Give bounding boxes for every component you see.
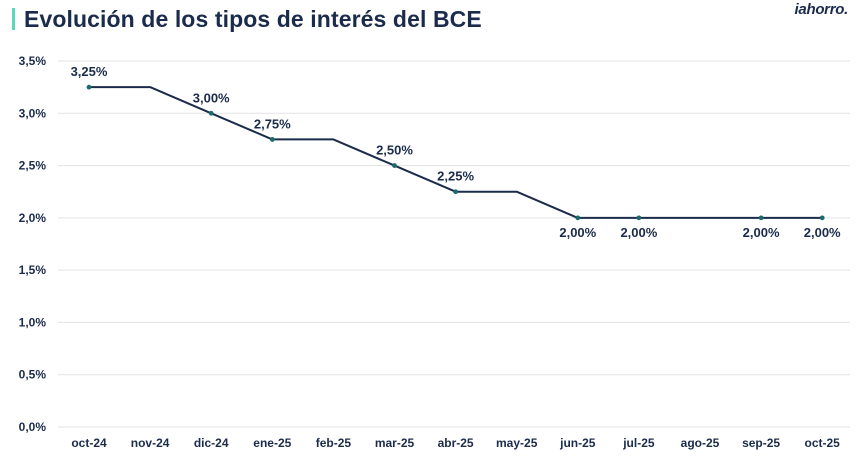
series-line: [89, 86, 823, 219]
data-point: [86, 84, 92, 90]
data-point: [208, 110, 214, 116]
x-tick-label: nov-24: [131, 436, 170, 450]
data-point: [758, 215, 764, 221]
y-axis-ticks: 0,0% 0,5% 1,0% 1,5% 2,0% 2,5% 3,0% 3,5%: [19, 54, 47, 434]
y-tick-label: 0,0%: [19, 420, 47, 434]
y-tick-label: 3,5%: [19, 54, 47, 68]
x-tick-label: jun-25: [559, 436, 596, 450]
title-accent-bar: [12, 8, 15, 30]
y-tick-label: 3,0%: [19, 106, 47, 120]
y-tick-label: 0,5%: [19, 368, 47, 382]
data-point: [269, 137, 275, 142]
x-tick-label: abr-25: [438, 436, 474, 450]
chart-header: Evolución de los tipos de interés del BC…: [12, 4, 482, 34]
brand-logo: iahorro.: [794, 1, 849, 18]
x-tick-label: oct-24: [71, 436, 107, 450]
x-axis-ticks: oct-24 nov-24 dic-24 ene-25 feb-25 mar-25 abr-…: [71, 436, 840, 450]
data-label: 2,00%: [559, 225, 596, 240]
x-tick-label: feb-25: [316, 436, 352, 450]
y-tick-label: 2,5%: [19, 159, 47, 173]
data-labels: 3,25% 3,00% 2,75% 2,50% 2,25% 2,00% 2,00% 2,00%…: [71, 64, 842, 240]
x-tick-label: oct-25: [805, 436, 841, 450]
x-tick-label: sep-25: [742, 436, 780, 450]
x-tick-label: jul-25: [622, 436, 655, 450]
data-label: 2,00%: [743, 225, 780, 240]
data-label: 2,00%: [620, 225, 657, 240]
y-tick-label: 2,0%: [19, 211, 47, 225]
data-point: [453, 189, 458, 195]
x-tick-label: ago-25: [681, 436, 720, 450]
y-tick-label: 1,5%: [19, 263, 47, 277]
data-point: [575, 215, 581, 221]
gridlines: [58, 60, 850, 428]
data-label: 2,50%: [376, 143, 413, 158]
x-tick-label: mar-25: [375, 436, 415, 450]
x-tick-label: may-25: [496, 436, 538, 450]
data-label: 2,25%: [437, 169, 474, 184]
data-label: 3,25%: [71, 64, 108, 79]
data-label: 2,00%: [804, 225, 841, 240]
x-tick-label: ene-25: [253, 436, 291, 450]
chart-title: Evolución de los tipos de interés del BC…: [24, 5, 482, 32]
data-label: 2,75%: [254, 116, 291, 131]
data-point: [819, 215, 825, 221]
y-tick-label: 1,0%: [19, 315, 47, 329]
x-tick-label: dic-24: [194, 436, 229, 450]
data-point: [392, 163, 397, 168]
data-point: [636, 215, 642, 221]
data-label: 3,00%: [193, 90, 230, 105]
series-group: [86, 84, 825, 221]
